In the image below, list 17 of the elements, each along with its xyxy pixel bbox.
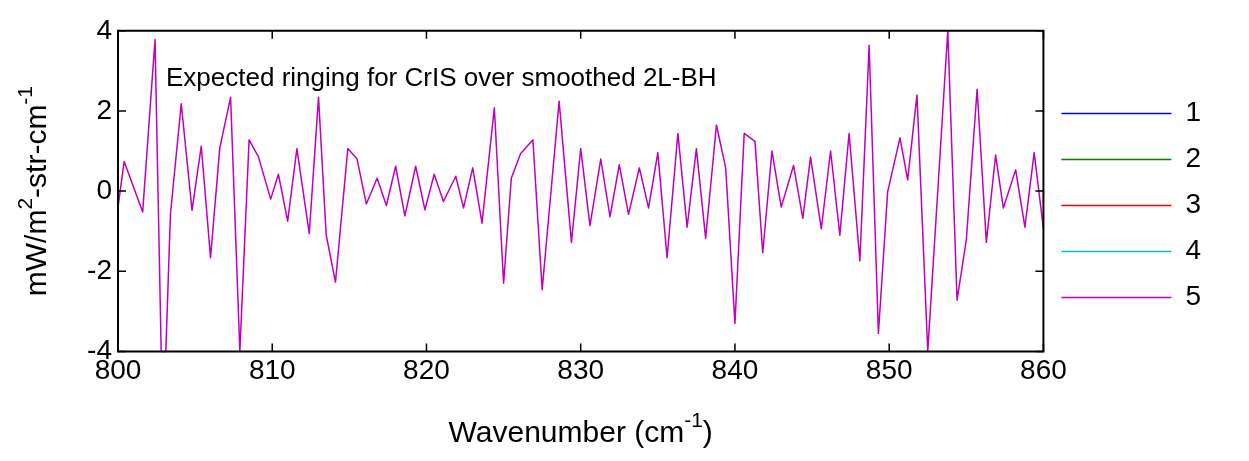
x-tick-label: 850 <box>865 353 913 385</box>
y-axis-title: mW/m2-str-cm-1 <box>12 85 53 297</box>
legend-label: 2 <box>1185 142 1202 174</box>
annotation: Expected ringing for CrIS over smoothed 2L-BH <box>166 61 717 92</box>
legend-label: 3 <box>1185 188 1202 220</box>
x-tick-label: 840 <box>711 353 759 385</box>
x-tick-label: 860 <box>1020 353 1067 385</box>
y-tick-label: 2 <box>96 93 112 125</box>
legend-label: 5 <box>1185 280 1202 312</box>
legend-label: 4 <box>1185 234 1202 266</box>
x-tick-label: 820 <box>403 353 450 385</box>
y-tick-label: 4 <box>96 13 112 45</box>
y-tick-label: 0 <box>96 173 112 205</box>
legend-label: 1 <box>1185 96 1202 128</box>
x-tick-label: 830 <box>557 353 605 385</box>
y-tick-label: -2 <box>87 253 112 285</box>
x-tick-label: 810 <box>248 353 296 385</box>
